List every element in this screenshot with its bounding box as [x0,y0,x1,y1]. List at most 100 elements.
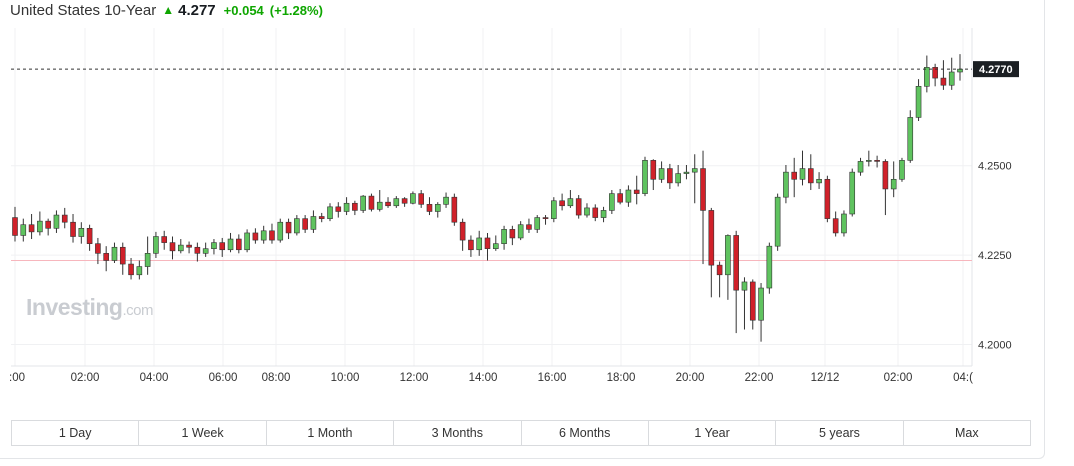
tab-1-day[interactable]: 1 Day [12,421,140,445]
candle-body [633,189,640,194]
candle-body [186,244,192,248]
candle-body [749,281,756,321]
candle-body [948,71,955,86]
candle-body [924,67,930,87]
candle-body [28,224,35,233]
price-chart[interactable]: 4.2500 4.2250 4.2000 4.2770:00 02:00 04:00 06:… [0,28,1044,398]
price-change-percent: (+1.28%) [269,2,323,18]
tab-5-years[interactable]: 5 years [776,421,904,445]
candlestick-chart[interactable]: 4.2500 4.2250 4.2000 4.2770:00 02:00 04:00 06:… [0,28,1044,398]
candle-body [807,168,814,184]
candle-body [874,160,880,162]
x-tick-label: 04:00 [140,372,169,384]
candle-body [410,193,416,204]
candle-body [575,198,582,216]
x-tick-label: 22:00 [745,372,774,384]
up-arrow-icon: ▲ [162,3,175,17]
candle-body [144,253,151,267]
x-tick-label: 04:( [953,372,973,384]
candle-body [227,238,234,251]
candle-body [492,243,499,249]
candle-body [169,242,176,252]
candle-body [285,221,292,234]
candle-body [476,237,483,251]
candle-body [899,160,905,180]
x-tick-label: 08:00 [262,372,291,384]
time-range-tabs: 1 Day 1 Week 1 Month 3 Months 6 Months 1… [11,420,1031,446]
candle-body [45,220,51,229]
x-tick-label: 20:00 [676,372,705,384]
candle-body [211,242,217,249]
candle-body [866,160,872,162]
candle-body [451,196,458,223]
candle-body [103,253,109,261]
tab-1-year[interactable]: 1 Year [649,421,777,445]
candle-body [708,210,715,266]
y-tick-label: 4.2500 [978,161,1012,173]
x-tick-label: 10:00 [331,372,360,384]
candle-body [468,239,474,251]
instrument-header: United States 10-Year ▲ 4.277 +0.054 (+1… [10,0,323,20]
candle-body [675,173,681,184]
candle-body [625,189,632,203]
candle-body [559,200,565,207]
last-price-tag [973,61,1019,78]
candle-body [302,218,308,230]
candle-body [53,214,60,229]
tab-6-months[interactable]: 6 Months [522,421,649,445]
tab-max[interactable]: Max [955,426,979,440]
candle-body [219,242,226,251]
candle-body [907,117,914,161]
candle-body [733,235,739,291]
candle-body [725,235,731,276]
candle-body [161,236,168,243]
candle-body [517,224,524,239]
candle-body [799,168,806,180]
y-tick-label: 4.2000 [978,340,1012,352]
candle-body [393,198,400,207]
candle-body [658,168,665,180]
candle-body [434,204,441,212]
candle-body [592,207,599,218]
candle-body [791,171,798,180]
y-tick-label: 4.2250 [978,250,1012,262]
candle-body [418,193,424,205]
candle-body [119,246,126,265]
tab-1-month[interactable]: 1 Month [267,421,395,445]
candle-body [509,229,516,239]
price-change: +0.054 [223,2,264,18]
candle-body [177,244,184,252]
candle-body [915,86,922,118]
candle-body [12,217,18,236]
candle-body [269,230,275,241]
candle-body [716,264,723,276]
candle-body [667,168,673,184]
x-tick-label: :00 [9,372,25,384]
candle-body [683,171,690,174]
x-tick-label: 18:00 [607,372,636,384]
candle-body [310,216,317,230]
candle-body [194,246,201,254]
tab-3-months[interactable]: 3 Months [394,421,522,445]
candle-body [252,232,259,241]
candle-body [642,160,648,194]
candle-body [37,220,43,233]
x-tick-label: 16:00 [538,372,567,384]
candle-body [136,266,143,276]
instrument-name: United States 10-Year [10,1,157,19]
candle-body [327,206,333,219]
tab-1-week[interactable]: 1 Week [139,421,267,445]
candle-body [526,224,532,230]
candle-body [78,227,85,237]
candle-body [277,221,284,241]
candle-body [335,206,342,212]
x-tick-label: 14:00 [469,372,498,384]
candle-body [236,238,242,251]
candle-body [459,221,466,241]
candle-body [816,178,822,184]
candle-body [368,195,375,210]
candle-body [352,202,358,211]
candle-body [20,224,27,236]
candle-body [542,217,549,219]
x-tick-label: 12/12 [811,372,840,384]
